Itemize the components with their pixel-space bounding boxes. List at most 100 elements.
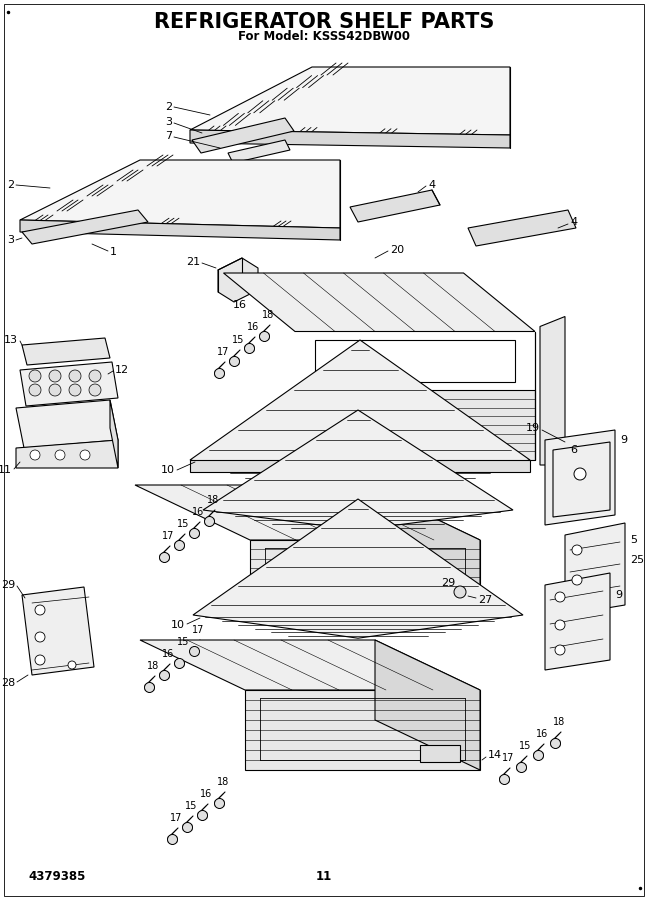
Polygon shape (540, 317, 565, 465)
Polygon shape (20, 160, 340, 228)
Polygon shape (140, 640, 480, 690)
Polygon shape (175, 659, 184, 669)
Text: 7: 7 (165, 131, 172, 141)
Circle shape (55, 450, 65, 460)
Text: 17: 17 (192, 625, 204, 635)
Polygon shape (250, 540, 480, 605)
Text: 17: 17 (162, 531, 174, 541)
Circle shape (89, 370, 101, 382)
Polygon shape (22, 587, 94, 675)
Polygon shape (205, 517, 214, 526)
Text: 29: 29 (1, 580, 15, 590)
Circle shape (30, 450, 40, 460)
Polygon shape (145, 682, 154, 692)
Circle shape (80, 450, 90, 460)
Circle shape (229, 356, 240, 366)
Circle shape (572, 575, 582, 585)
Text: 16: 16 (247, 322, 259, 332)
Polygon shape (228, 140, 290, 163)
Polygon shape (20, 220, 340, 240)
Circle shape (555, 592, 565, 602)
Text: 2: 2 (7, 180, 14, 190)
Circle shape (205, 517, 214, 526)
Polygon shape (245, 690, 480, 770)
Text: REFRIGERATOR SHELF PARTS: REFRIGERATOR SHELF PARTS (154, 12, 494, 32)
Text: 12: 12 (115, 365, 129, 375)
Text: 16: 16 (192, 507, 204, 517)
Polygon shape (565, 523, 625, 615)
Polygon shape (168, 834, 177, 844)
Text: 4: 4 (428, 180, 435, 190)
Circle shape (69, 370, 81, 382)
Polygon shape (22, 210, 148, 244)
Circle shape (35, 605, 45, 615)
Text: 15: 15 (177, 519, 189, 529)
Text: 5: 5 (630, 535, 637, 545)
Polygon shape (420, 580, 460, 597)
Polygon shape (420, 745, 460, 762)
Text: 9: 9 (615, 590, 622, 600)
Polygon shape (517, 762, 526, 772)
Circle shape (454, 586, 466, 598)
Text: 13: 13 (4, 335, 18, 345)
Text: 15: 15 (185, 801, 197, 811)
Polygon shape (190, 460, 530, 472)
Text: 11: 11 (316, 869, 332, 883)
Circle shape (29, 370, 41, 382)
Text: 15: 15 (232, 335, 244, 345)
Text: 16: 16 (200, 789, 212, 799)
Polygon shape (534, 751, 543, 760)
Text: 17: 17 (217, 347, 229, 357)
Text: 17: 17 (170, 813, 182, 823)
Text: 28: 28 (1, 678, 15, 688)
Circle shape (49, 384, 61, 396)
Text: 16: 16 (233, 300, 247, 310)
Text: 3: 3 (7, 235, 14, 245)
Text: 19: 19 (526, 423, 540, 433)
Polygon shape (545, 573, 610, 670)
Text: 9: 9 (620, 435, 627, 445)
Text: 11: 11 (0, 465, 12, 475)
Text: 10: 10 (171, 620, 185, 630)
Polygon shape (16, 400, 118, 448)
Circle shape (189, 646, 200, 656)
Circle shape (555, 645, 565, 655)
Polygon shape (190, 67, 510, 135)
Text: 10: 10 (161, 465, 175, 475)
Circle shape (572, 545, 582, 555)
Text: 16: 16 (162, 649, 174, 659)
Polygon shape (175, 541, 184, 551)
Text: 17: 17 (502, 753, 514, 763)
Circle shape (168, 834, 178, 844)
Polygon shape (160, 670, 169, 680)
Polygon shape (190, 528, 199, 538)
Text: 2: 2 (165, 102, 172, 112)
Circle shape (145, 682, 154, 692)
Polygon shape (110, 400, 118, 468)
Polygon shape (500, 775, 509, 785)
Text: 4: 4 (570, 217, 577, 227)
Circle shape (49, 370, 61, 382)
Circle shape (159, 553, 170, 562)
Polygon shape (260, 331, 269, 341)
Circle shape (555, 620, 565, 630)
Circle shape (174, 541, 185, 551)
Polygon shape (224, 273, 535, 331)
Text: 6: 6 (570, 445, 577, 455)
Polygon shape (135, 485, 480, 540)
Polygon shape (16, 440, 118, 468)
Polygon shape (183, 823, 192, 832)
Text: 14: 14 (488, 750, 502, 760)
Text: 27: 27 (478, 595, 492, 605)
Polygon shape (230, 356, 239, 366)
Circle shape (198, 811, 207, 821)
Circle shape (214, 798, 224, 808)
Circle shape (244, 344, 255, 354)
Polygon shape (198, 811, 207, 821)
Polygon shape (218, 258, 258, 302)
Text: 18: 18 (553, 717, 565, 727)
Circle shape (259, 331, 270, 341)
Text: 16: 16 (536, 729, 548, 739)
Circle shape (214, 368, 224, 379)
Text: 18: 18 (207, 495, 219, 505)
